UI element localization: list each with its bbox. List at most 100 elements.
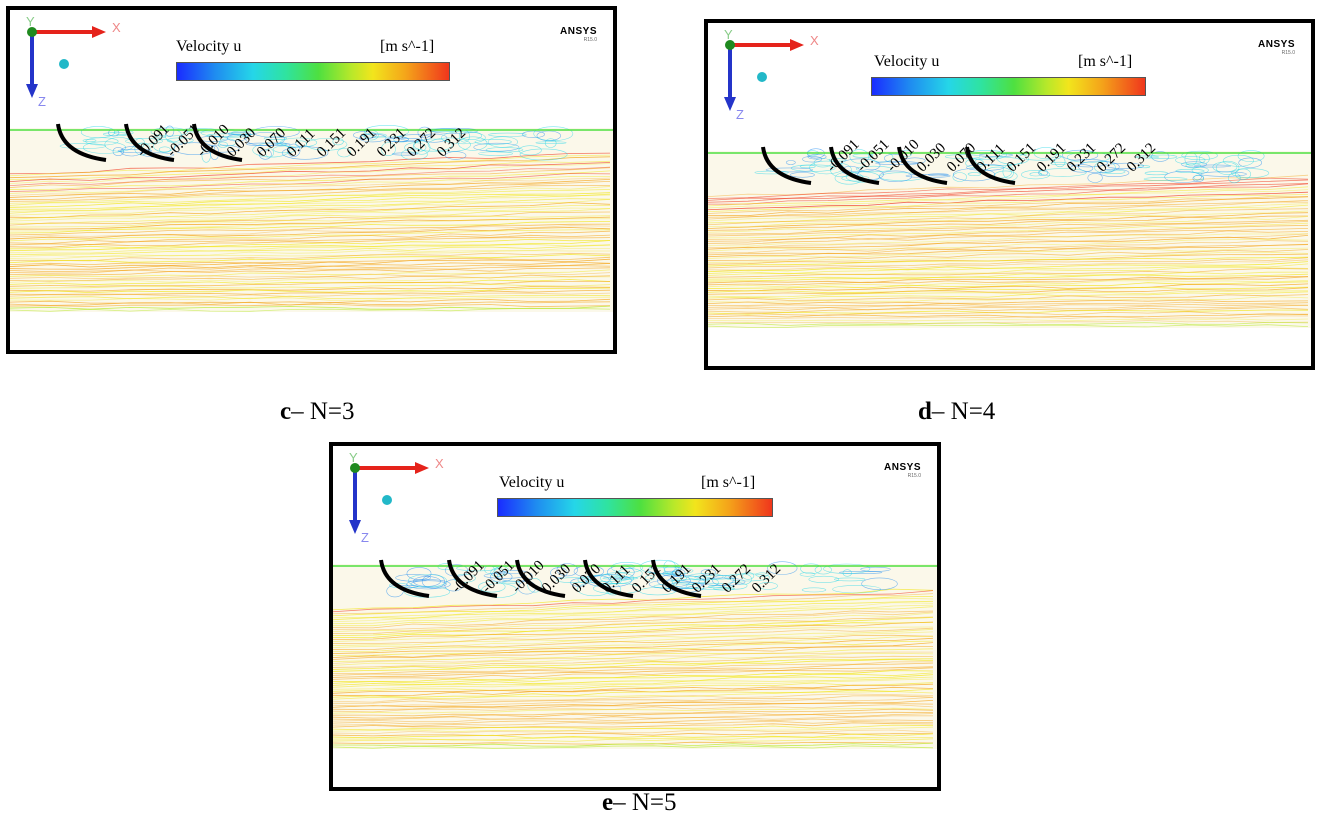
vortex-streamline [527,578,543,593]
streamline [708,295,1309,303]
turbine-blade [515,559,566,598]
streamline [10,154,611,177]
streamline [708,222,1309,239]
vortex-streamline [82,139,97,143]
vortex-streamline [670,579,709,584]
streamline [708,324,1309,328]
streamline [708,215,1309,231]
streamline [10,269,611,277]
streamline [10,230,611,244]
vortex-streamline [227,134,247,142]
streamline [333,634,934,650]
turbine-blade [965,146,1016,185]
vortex-streamline [400,148,428,161]
streamline [333,661,933,674]
streamline [10,205,610,220]
brand-name: ANSYS [560,26,597,37]
vortex-streamline [1185,163,1201,169]
vortex-streamline [1215,160,1240,175]
panel-e-n5: X Y Z Velocity u [m s^-1] -0.091 -0.051 -0.0… [329,442,941,791]
panel-d-n4: X Y Z Velocity u [m s^-1] -0.091 -0.051 -0.0… [704,19,1315,370]
streamline [708,186,1309,207]
streamline [708,259,1309,271]
vortex-streamline [1164,170,1202,183]
coordinate-axes: X Y Z [718,27,838,122]
turbine-blade [447,559,498,598]
streamline [10,280,611,287]
vortex-streamline [201,149,211,163]
streamline [333,678,934,690]
vortex-streamline [878,170,913,183]
streamline [708,304,1309,311]
caption-letter: c [280,398,292,425]
brand-name: ANSYS [1258,39,1295,50]
streamline [333,745,934,749]
streamline [333,715,933,723]
vortex-streamline [246,142,291,147]
axis-y-label: Y [349,450,358,465]
vortex-streamline [800,563,822,575]
brand-version: R15.0 [1281,50,1295,56]
streamline [708,240,1309,254]
streamline [333,604,934,625]
streamline [10,163,611,185]
streamline [10,238,611,250]
vortex-streamline [263,136,287,140]
streamline [708,196,1309,217]
streamline [708,183,1309,205]
streamline [333,670,934,683]
streamline [10,244,611,256]
colorbar [176,62,450,81]
vortex-streamline [1143,177,1188,181]
streamline [333,726,934,733]
streamline [10,227,611,240]
colorbar-ticks: -0.091 -0.051 -0.010 0.030 0.070 0.111 0.151 0.… [134,122,469,161]
streamline [708,287,1309,295]
vortex-streamline [550,567,568,579]
streamline [708,286,1309,294]
vortex-streamline [799,572,816,577]
streamline [708,301,1309,307]
streamline [333,713,934,721]
vortex-streamline [1181,161,1208,168]
vortex-streamline [974,156,1023,167]
vortex-streamline [790,172,815,178]
vortex-streamline [1134,155,1160,159]
streamline [333,708,934,717]
vortex-streamline [1200,171,1247,177]
brand-name: ANSYS [884,462,921,473]
caption-c: c– N=3 [280,398,355,426]
streamline [10,218,611,232]
vortex-streamline [1050,161,1068,165]
vortex-streamline [785,160,796,165]
vortex-streamline [112,147,124,157]
streamline [708,233,1309,247]
streamline [10,156,611,179]
streamline [708,307,1309,313]
vortex-streamline [544,138,557,148]
axis-x-label: X [112,20,121,35]
vortex-streamline [134,142,151,156]
ansys-logo: ANSYS R15.0 [1258,39,1295,56]
streamline [333,590,934,613]
streamline [333,626,934,642]
streamline [333,628,934,646]
vortex-streamline [830,163,852,178]
vortex-streamline [474,139,512,145]
streamline [10,276,611,283]
vortex-streamline [364,124,410,138]
streamline [708,276,1309,286]
vortex-streamline [265,148,274,158]
streamline [333,733,934,739]
vortex-streamline [838,571,883,574]
streamline [333,642,934,658]
vortex-streamline [799,164,816,169]
streamline [10,211,611,226]
vortex-streamline [218,138,237,147]
vortex-streamline [1175,156,1206,165]
streamline [333,697,934,707]
axes-triad-icon [724,39,804,111]
streamline [10,289,611,295]
streamline [10,254,611,264]
vortex-streamline [201,144,240,153]
